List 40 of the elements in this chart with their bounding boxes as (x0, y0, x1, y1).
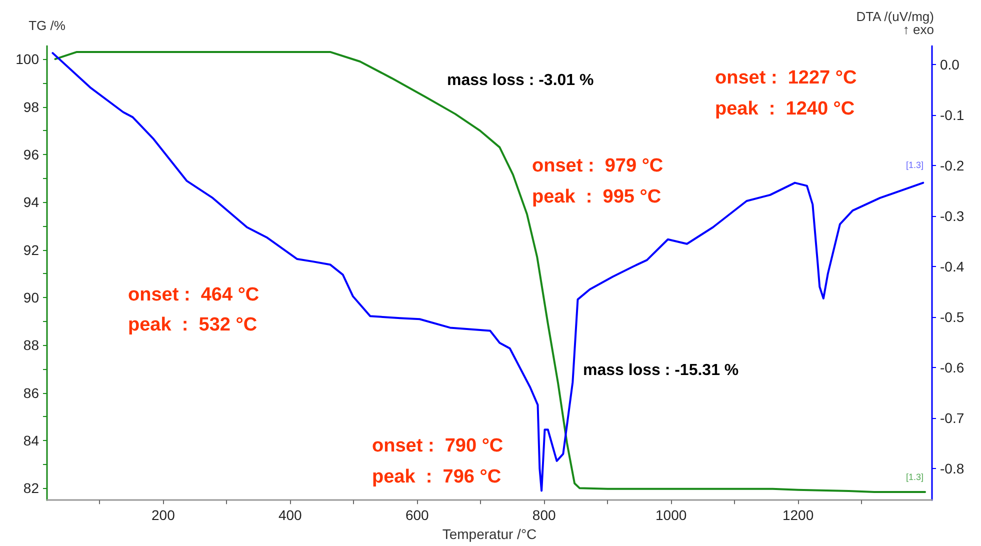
y-tick-label: 86 (23, 384, 40, 401)
y-tick-label: 90 (23, 289, 40, 306)
annotation: onset : 979 °C (532, 156, 664, 177)
x-tick-label: 400 (278, 507, 302, 524)
x-tick-label: 1200 (782, 507, 814, 524)
y2-axis-title: DTA /(uV/mg) ↑ exo (856, 9, 934, 37)
y-tick-label: 92 (23, 242, 40, 258)
y2-tick-label: -0.8 (940, 460, 964, 477)
annotation: [1.3] (906, 472, 924, 482)
y-tick-label: 82 (23, 480, 40, 496)
y2-tick-label: -0.2 (940, 158, 964, 174)
y2-tick-label: -0.7 (940, 410, 964, 426)
x-tick-label: 600 (405, 507, 430, 524)
y2-tick-label: 0.0 (940, 56, 960, 73)
annotation: peak : 532 °C (128, 314, 258, 336)
y2-tick-label: -0.4 (940, 258, 964, 275)
y2-tick-label: -0.6 (940, 360, 964, 376)
annotation: peak : 1240 °C (715, 98, 855, 120)
y2-tick-label: -0.1 (940, 107, 964, 124)
y-tick-label: 98 (23, 98, 40, 115)
annotation: onset : 1227 °C (715, 68, 857, 89)
y-tick-label: 84 (23, 432, 40, 449)
y2-tick-label: -0.5 (940, 309, 964, 326)
x-axis-title: Temperatur /°C (442, 526, 537, 542)
annotation: mass loss : -3.01 % (447, 72, 594, 89)
y-tick-label: 88 (23, 337, 40, 354)
y2-tick-label: -0.3 (940, 208, 964, 224)
annotation: onset : 790 °C (372, 436, 504, 457)
y-tick-label: 94 (23, 194, 40, 210)
x-tick-label: 800 (532, 507, 556, 524)
y-tick-label: 96 (23, 146, 40, 162)
x-tick-label: 200 (152, 507, 176, 524)
annotation: [1.3] (906, 160, 924, 170)
annotation: mass loss : -15.31 % (583, 362, 739, 379)
y-axis-title: TG /% (28, 18, 66, 33)
annotation: peak : 796 °C (372, 466, 502, 488)
annotation: peak : 995 °C (532, 186, 662, 208)
x-tick-label: 1000 (655, 507, 687, 524)
y-tick-label: 100 (16, 51, 40, 68)
annotation: onset : 464 °C (128, 284, 260, 306)
